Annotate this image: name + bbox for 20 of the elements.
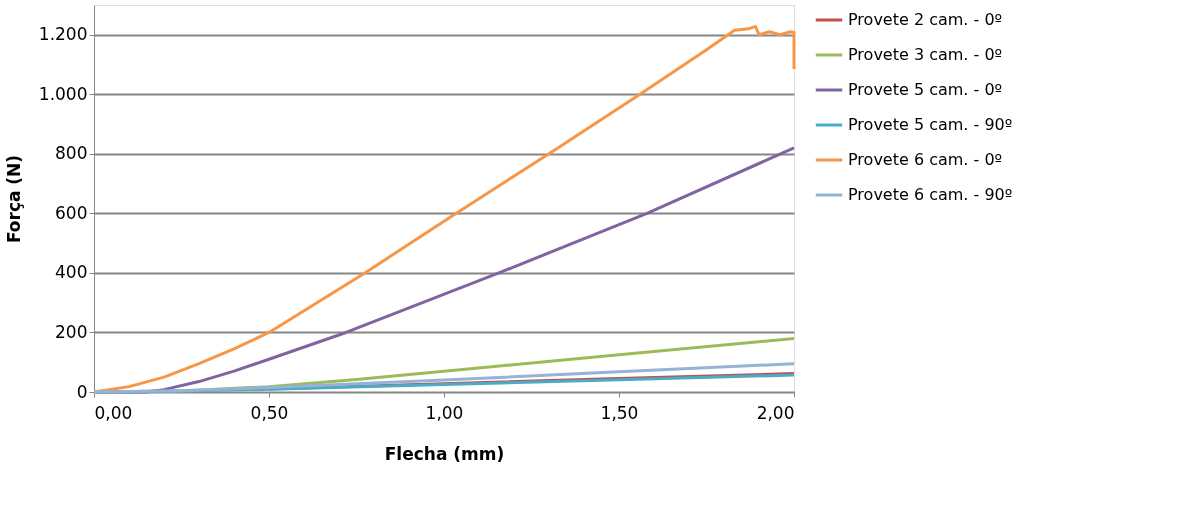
y-tick-label: 0 xyxy=(76,381,88,402)
x-tick-label: 0,00 xyxy=(94,402,133,423)
legend-label: Provete 5 cam. - 0º xyxy=(848,80,1003,99)
y-tick-label: 1.000 xyxy=(38,83,88,104)
x-tick-label: 2,00 xyxy=(756,402,795,423)
legend-label: Provete 3 cam. - 0º xyxy=(848,45,1003,64)
y-tick-label: 400 xyxy=(55,262,88,283)
x-tick-label: 1,00 xyxy=(425,402,464,423)
x-tick-label: 0,50 xyxy=(250,402,289,423)
y-axis-title: Força (N) xyxy=(3,154,24,244)
y-tick-label: 200 xyxy=(55,321,88,342)
x-tick-label: 1,50 xyxy=(600,402,639,423)
y-tick-label: 1.200 xyxy=(38,24,88,45)
y-tick-label: 600 xyxy=(55,202,88,223)
legend-label: Provete 6 cam. - 90º xyxy=(848,185,1013,204)
legend-label: Provete 2 cam. - 0º xyxy=(848,10,1003,29)
legend-label: Provete 6 cam. - 0º xyxy=(848,150,1003,169)
legend-label: Provete 5 cam. - 90º xyxy=(848,115,1013,134)
x-axis-title: Flecha (mm) xyxy=(384,443,505,464)
y-tick-label: 800 xyxy=(55,143,88,164)
